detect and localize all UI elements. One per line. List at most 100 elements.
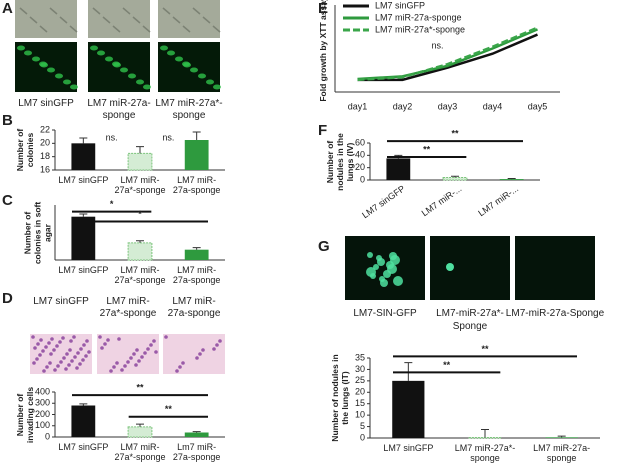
x-tick-label: LM7 miR-27a-sponge: [172, 265, 221, 285]
stained-cell: [48, 361, 52, 365]
stained-cell: [72, 335, 76, 339]
bar: [386, 158, 411, 180]
cell-glow: [112, 61, 120, 67]
x-tick-label: LM7 sinGFP: [58, 442, 109, 452]
legend-label: LM7 miR-27a*-sponge: [375, 24, 465, 34]
x-tick-label: day3: [438, 101, 458, 111]
bar: [127, 152, 153, 171]
stained-cell: [52, 348, 56, 352]
stained-cell: [164, 335, 168, 339]
image-caption: LM7-miR-27a-Sponge: [505, 308, 605, 319]
stained-cell: [47, 341, 51, 345]
error-bar: [451, 175, 459, 178]
cell-glow: [167, 50, 175, 56]
cell-shape: [182, 25, 191, 33]
y-tick-label: 10: [355, 410, 365, 420]
bar: [71, 405, 96, 437]
stained-cell: [146, 347, 150, 351]
y-tick-label: 22: [40, 124, 50, 134]
stained-cell: [109, 369, 113, 373]
nodule-glow: [367, 252, 373, 258]
stained-cell: [33, 346, 37, 350]
cell-shape: [29, 16, 38, 24]
significance-label: *: [110, 199, 114, 209]
stained-cell: [35, 357, 39, 361]
error-bar: [79, 403, 88, 406]
x-tick-label: LM7 miR-27a*-sponge: [454, 443, 516, 463]
y-tick-label: 25: [355, 375, 365, 385]
stained-cell: [143, 351, 147, 355]
stained-cell: [84, 354, 88, 358]
series-line: [357, 26, 538, 82]
panel-label: F: [318, 122, 328, 139]
stained-cell: [69, 339, 73, 343]
stained-cell: [195, 356, 199, 360]
bar: [392, 380, 425, 438]
stained-cell: [56, 364, 60, 368]
stained-cell: [73, 355, 77, 359]
error-bar: [79, 137, 88, 144]
cell-glow: [97, 50, 105, 56]
y-tick-label: 60: [355, 137, 365, 147]
image-caption: LM7 miR-27a-sponge: [87, 98, 151, 121]
stained-cell: [45, 365, 49, 369]
y-axis-label: Number of nodules in the lungs (IT): [330, 354, 350, 442]
x-tick-label: day4: [483, 101, 503, 111]
lung-image: [345, 236, 425, 300]
significance-label: **: [451, 129, 459, 139]
stained-cell: [76, 351, 80, 355]
stained-cell: [134, 363, 138, 367]
error-bar: [136, 240, 144, 243]
stained-cell: [212, 347, 216, 351]
error-bar: [192, 431, 201, 433]
y-tick-label: 0: [45, 431, 50, 441]
cell-glow: [198, 73, 206, 79]
y-axis-label: Number of invading cells: [15, 386, 35, 443]
stained-cell: [87, 350, 91, 354]
bar: [71, 216, 96, 260]
stained-cell: [140, 355, 144, 359]
y-tick-label: 100: [35, 420, 50, 430]
cell-glow: [24, 50, 32, 56]
panel-label: B: [2, 112, 13, 129]
x-tick-label: Lm7 miR-27a-sponge: [172, 442, 221, 462]
stained-cell: [129, 356, 133, 360]
bar: [184, 249, 209, 260]
phase-image: [158, 0, 220, 38]
cell-glow: [160, 45, 168, 51]
stained-cell: [64, 367, 68, 371]
x-tick-label: LM7 sinGFP: [58, 265, 109, 275]
stained-cell: [36, 342, 40, 346]
x-tick-label: LM7 miR-...: [476, 183, 520, 218]
stained-cell: [62, 356, 66, 360]
x-tick-label: LM7 miR-...: [420, 183, 464, 218]
cell-glow: [175, 56, 183, 62]
cell-glow: [47, 67, 55, 73]
stained-cell: [75, 366, 79, 370]
cell-glow: [17, 45, 25, 51]
panel-label: A: [2, 0, 13, 17]
cell-glow: [190, 67, 198, 73]
x-tick-label: day5: [528, 101, 548, 111]
y-tick-label: 30: [355, 364, 365, 374]
cell-shape: [142, 25, 151, 33]
y-tick-label: 18: [40, 151, 50, 161]
bar: [184, 140, 209, 170]
stained-cell: [53, 368, 57, 372]
significance-label: **: [423, 144, 431, 154]
stained-cell: [137, 359, 141, 363]
cell-shape: [49, 7, 58, 15]
stained-cell: [41, 349, 45, 353]
stained-cell: [55, 344, 59, 348]
series-line: [357, 33, 538, 82]
y-tick-label: 200: [35, 409, 50, 419]
y-tick-label: 20: [40, 138, 50, 148]
stained-cell: [149, 343, 153, 347]
stained-cell: [135, 348, 139, 352]
significance-label: **: [481, 344, 489, 354]
cell-glow: [182, 61, 190, 67]
error-bar: [192, 131, 201, 140]
stained-cell: [81, 358, 85, 362]
x-tick-label: day2: [393, 101, 413, 111]
